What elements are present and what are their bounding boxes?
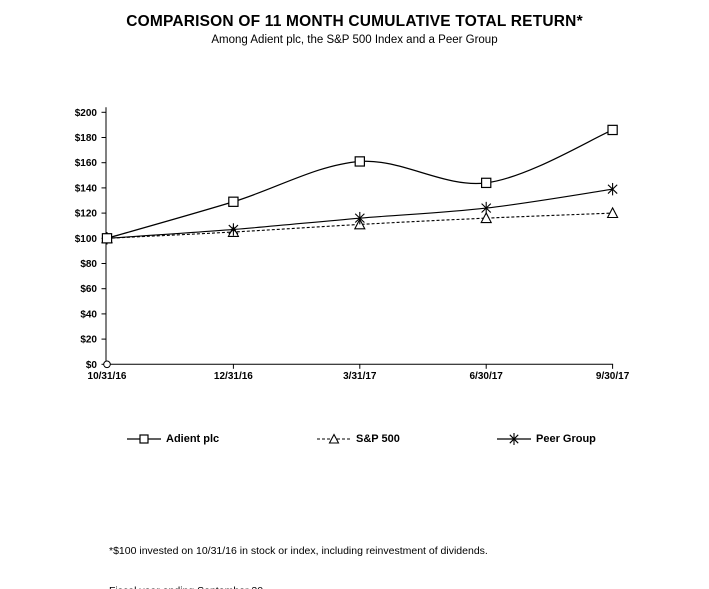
y-axis-tick-label: $180 (75, 133, 98, 144)
star-marker (607, 184, 618, 194)
chart-legend: Adient plc S&P 500 Peer Group (0, 431, 709, 449)
series-line-s-p-500 (106, 212, 613, 239)
chart-title: COMPARISON OF 11 MONTH CUMULATIVE TOTAL … (126, 13, 583, 30)
x-axis-tick-label: 12/31/16 (214, 371, 253, 382)
square-marker-line-icon (127, 434, 161, 444)
footnote-line-2: Fiscal year ending September 30. (109, 585, 589, 589)
x-axis-tick-label: 10/31/16 (88, 371, 127, 382)
y-axis-tick-label: $80 (80, 259, 97, 270)
y-axis-tick-label: $100 (75, 234, 98, 245)
y-axis-tick-label: $20 (80, 335, 97, 346)
x-axis-tick-label: 6/30/17 (470, 371, 504, 382)
star-marker (481, 203, 492, 213)
y-axis-tick-label: $120 (75, 209, 98, 220)
star-marker (354, 213, 365, 223)
y-axis-tick-label: $60 (80, 284, 97, 295)
investment-note: *$100 invested on 10/31/16 in stock or i… (109, 519, 589, 589)
legend-label-peer-group: Peer Group (536, 433, 596, 445)
legend-label-adient-plc: Adient plc (166, 433, 220, 445)
legend-label-sp500: S&P 500 (356, 433, 400, 445)
square-marker (228, 196, 239, 207)
square-marker (607, 124, 618, 136)
y-axis-tick-label: $160 (75, 158, 98, 169)
legend-item-peer-group: Peer Group (497, 431, 596, 447)
footnotes: *$100 invested on 10/31/16 in stock or i… (109, 492, 589, 589)
triangle-marker (606, 206, 619, 219)
square-marker (101, 233, 113, 244)
x-axis-tick-label: 3/31/17 (343, 371, 377, 382)
triangle-marker (480, 211, 493, 224)
y-axis-tick-label: $140 (75, 183, 98, 194)
star-marker (228, 224, 239, 235)
legend-item-sp500: S&P 500 (317, 431, 400, 447)
y-axis-tick-label: $200 (75, 108, 98, 119)
square-marker (354, 156, 366, 167)
legend-item-adient-plc: Adient plc (127, 431, 219, 447)
footnote-line-1: *$100 invested on 10/31/16 in stock or i… (109, 545, 488, 558)
origin-circle-marker (103, 360, 111, 369)
square-marker (481, 177, 492, 189)
chart-subtitle: Among Adient plc, the S&P 500 Index and … (211, 34, 498, 46)
y-axis-tick-label: $0 (86, 360, 98, 371)
star-marker-line-icon (497, 433, 531, 445)
x-axis-tick-label: 9/30/17 (596, 371, 630, 382)
triangle-marker-dashed-line-icon (317, 433, 351, 444)
y-axis-tick-label: $40 (80, 309, 97, 320)
